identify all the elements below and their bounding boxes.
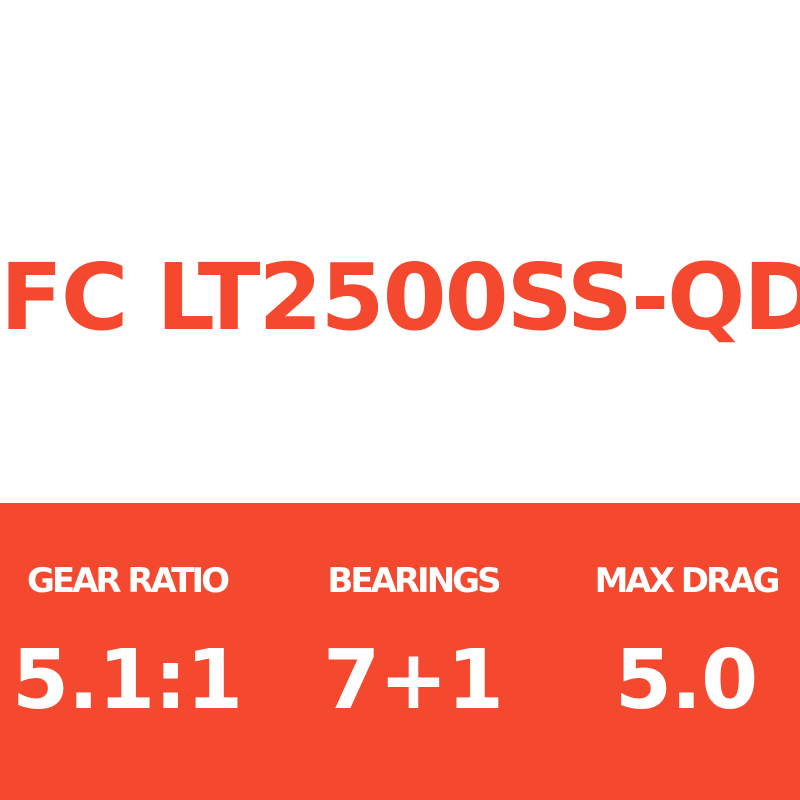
spec-band: GEAR RATIO 5.1:1 BEARINGS 7+1 MAX DRAG 5… xyxy=(0,503,800,800)
spec-label: GEAR RATIO xyxy=(26,561,230,601)
product-title: FC LT2500SS-QD xyxy=(0,244,800,351)
spec-value: 5.1:1 xyxy=(11,633,243,728)
spec-label: MAX DRAG xyxy=(594,561,781,601)
spec-value: 5.0 xyxy=(614,633,758,728)
spec-label: BEARINGS xyxy=(327,561,501,601)
spec-value: 7+1 xyxy=(323,633,504,728)
